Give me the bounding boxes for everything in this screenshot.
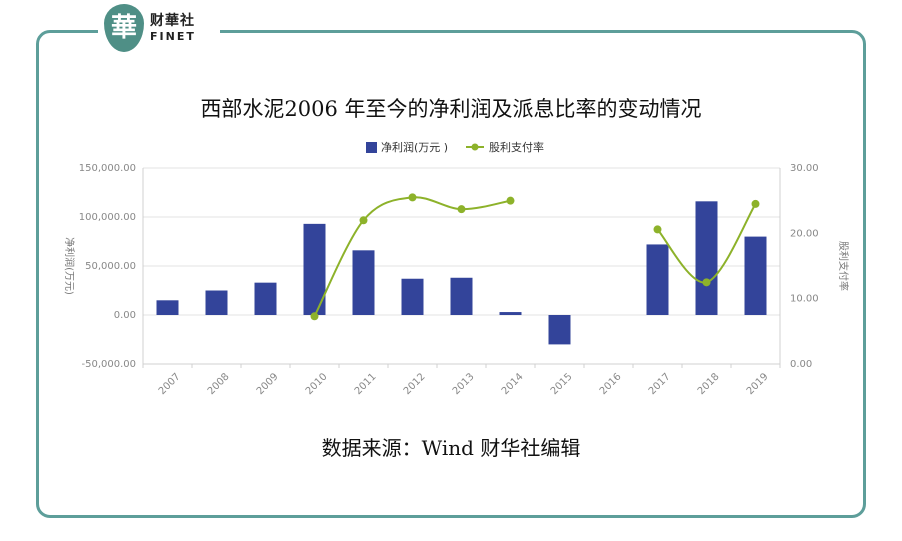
legend-line-marker xyxy=(471,143,479,151)
x-tick-label: 2015 xyxy=(549,371,575,397)
left-tick-label: -50,000.00 xyxy=(81,359,136,370)
payout-point-2014 xyxy=(506,196,515,205)
x-tick-label: 2016 xyxy=(598,371,624,397)
bar-2019 xyxy=(744,236,767,315)
bar-2011 xyxy=(352,250,375,315)
x-tick-label: 2010 xyxy=(304,371,330,397)
legend-bar-swatch xyxy=(366,142,377,153)
chart-title: 西部水泥2006 年至今的净利润及派息比率的变动情况 xyxy=(200,97,702,121)
legend-line-label: 股利支付率 xyxy=(489,140,544,154)
frame-border xyxy=(36,30,866,518)
right-tick-label: 30.00 xyxy=(790,163,819,174)
right-axis-title: 股利支付率 xyxy=(837,241,850,291)
bar-2017 xyxy=(646,244,669,315)
left-tick-label: 50,000.00 xyxy=(85,261,136,272)
payout-point-2018 xyxy=(702,278,711,287)
payout-point-2012 xyxy=(408,193,417,202)
right-tick-label: 0.00 xyxy=(790,359,812,370)
legend-bar-label: 净利润(万元 ) xyxy=(381,140,448,154)
bar-2008 xyxy=(205,290,228,315)
bar-2012 xyxy=(401,278,424,315)
left-tick-label: 0.00 xyxy=(114,310,136,321)
left-tick-label: 150,000.00 xyxy=(79,163,136,174)
logo-chinese-text: 财華社 xyxy=(150,13,195,29)
bar-2010 xyxy=(303,223,326,315)
bar-2014 xyxy=(499,312,522,315)
x-tick-label: 2011 xyxy=(353,371,379,397)
data-source: 数据来源：Wind 财华社编辑 xyxy=(321,436,581,460)
left-axis-title: 净利润(万元) xyxy=(63,237,76,295)
logo-mark: 華 xyxy=(104,4,144,52)
bar-2007 xyxy=(156,300,179,315)
x-tick-label: 2007 xyxy=(157,371,183,397)
x-tick-label: 2017 xyxy=(647,371,673,397)
bar-2015 xyxy=(548,315,571,345)
right-tick-label: 10.00 xyxy=(790,294,819,305)
x-tick-label: 2013 xyxy=(451,371,477,397)
bar-2018 xyxy=(695,201,718,315)
bar-2009 xyxy=(254,282,277,315)
x-tick-label: 2009 xyxy=(255,371,281,397)
x-tick-label: 2014 xyxy=(500,371,526,397)
left-tick-label: 100,000.00 xyxy=(79,212,136,223)
x-tick-label: 2018 xyxy=(696,371,722,397)
x-tick-label: 2019 xyxy=(745,371,771,397)
payout-point-2013 xyxy=(457,205,466,214)
right-tick-label: 20.00 xyxy=(790,228,819,239)
bar-2013 xyxy=(450,277,473,315)
payout-point-2019 xyxy=(751,199,760,208)
payout-point-2010 xyxy=(310,312,319,321)
x-tick-label: 2012 xyxy=(402,371,428,397)
payout-point-2017 xyxy=(653,225,662,234)
payout-point-2011 xyxy=(359,216,368,225)
finet-logo: 華 财華社 FINET xyxy=(98,0,220,56)
x-tick-label: 2008 xyxy=(206,371,232,397)
logo-english-text: FINET xyxy=(150,30,196,43)
